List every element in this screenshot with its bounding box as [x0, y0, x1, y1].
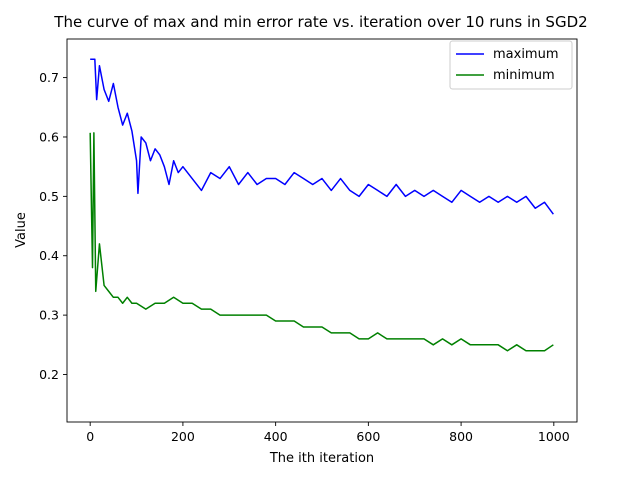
plot-frame: [66, 38, 578, 423]
x-tick-label: 800: [449, 429, 473, 444]
legend-label-minimum: minimum: [493, 68, 555, 83]
y-tick-label: 0.2: [39, 367, 59, 382]
y-tick-label: 0.6: [39, 129, 59, 144]
x-axis-label: The ith iteration: [269, 451, 374, 466]
x-tick-label: 200: [171, 429, 195, 444]
y-tick-label: 0.5: [39, 189, 59, 204]
x-tick-label: 600: [356, 429, 380, 444]
x-tick-label: 1000: [538, 429, 570, 444]
x-axis-ticks: 0 200 400 600 800 1000: [86, 422, 570, 444]
y-tick-label: 0.3: [39, 308, 59, 323]
series-line-maximum: [90, 58, 554, 215]
y-axis-label: Value: [14, 212, 29, 248]
series-line-minimum: [89, 132, 554, 352]
y-tick-label: 0.7: [39, 70, 59, 85]
x-tick-label: 400: [264, 429, 288, 444]
legend: maximum minimum: [449, 40, 573, 90]
y-axis-ticks: 0.2 0.3 0.4 0.5 0.6 0.7: [39, 70, 67, 382]
x-tick-label: 0: [86, 429, 94, 444]
chart-title: The curve of max and min error rate vs. …: [53, 13, 587, 31]
series-layer: [89, 58, 554, 352]
legend-box: [449, 40, 573, 90]
legend-label-maximum: maximum: [493, 47, 559, 62]
y-tick-label: 0.4: [39, 248, 59, 263]
